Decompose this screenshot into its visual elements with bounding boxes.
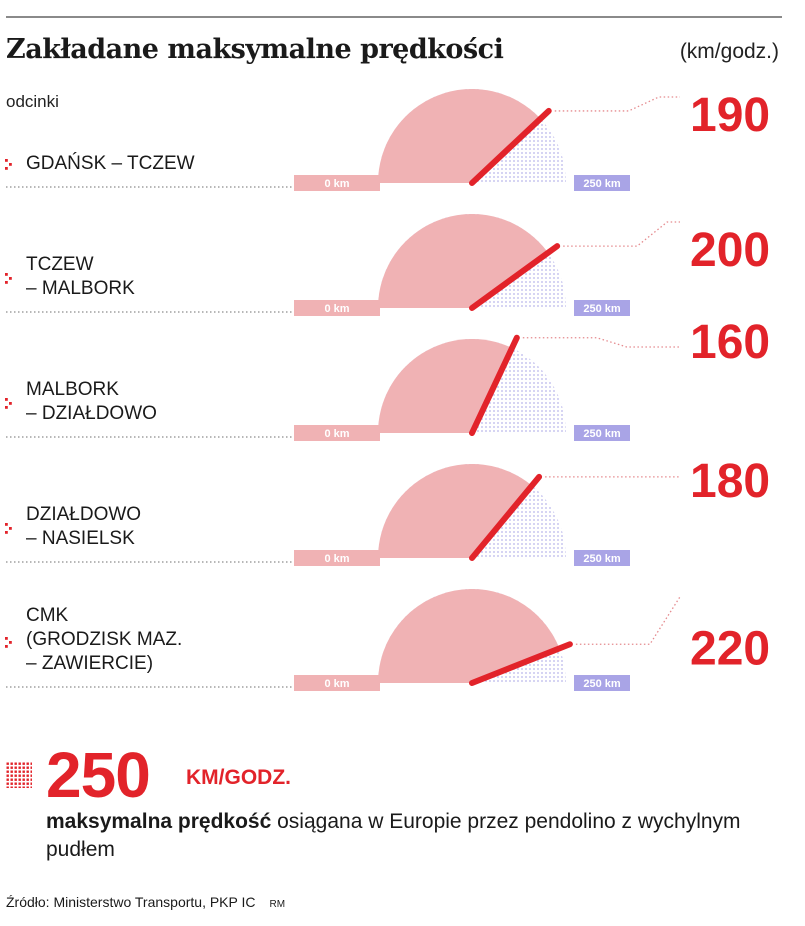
- route-bullet-icon: [5, 523, 12, 534]
- route-bullet-icon: [5, 159, 12, 170]
- max-speed-unit: KM/GODZ.: [186, 766, 291, 789]
- source-text: Źródło: Ministerstwo Transportu, PKP IC: [6, 894, 256, 910]
- bullet-dot: [9, 277, 12, 280]
- scale-min-label: 0 km: [324, 553, 349, 565]
- scale-min-label: 0 km: [324, 428, 349, 440]
- source-note: Źródło: Ministerstwo Transportu, PKP IC R…: [6, 894, 285, 910]
- dotted-square-icon: [6, 762, 32, 788]
- bullet-dot: [9, 402, 12, 405]
- speed-value-label: 190: [690, 89, 770, 142]
- scale-max-label: 250 km: [583, 303, 621, 315]
- route-bullet-icon: [5, 273, 12, 284]
- speed-value-label: 180: [690, 455, 770, 508]
- bullet-dot: [5, 167, 8, 170]
- desc-rest: osiągana w Europie przez pendolino z wyc…: [46, 810, 741, 861]
- author-initials: RM: [269, 899, 286, 910]
- gauge-needle: [469, 243, 561, 311]
- bullet-dot: [5, 523, 8, 526]
- gauge-filled-sector: [378, 89, 541, 183]
- scale-min-tag: [294, 550, 380, 566]
- bullet-dot: [9, 163, 12, 166]
- value-leader: [522, 337, 680, 348]
- scale-max-tag: [574, 675, 630, 691]
- desc-bold: maksymalna prędkość: [46, 810, 272, 833]
- unit-label: (km/godz.): [679, 40, 779, 63]
- bullet-dot: [5, 281, 8, 284]
- scale-min-tag: [294, 300, 380, 316]
- scale-min-label: 0 km: [324, 678, 349, 690]
- gauge-needle: [469, 107, 552, 186]
- speed-value-label: 160: [690, 316, 770, 369]
- scale-min-tag: [294, 675, 380, 691]
- bullet-dot: [5, 273, 8, 276]
- segment-label-line: MALBORK: [26, 379, 119, 400]
- segment-label-line: DZIAŁDOWO: [26, 504, 141, 525]
- route-bullet-icon: [5, 398, 12, 409]
- scale-min-tag: [294, 425, 380, 441]
- segment-label-line: – ZAWIERCIE): [26, 653, 153, 674]
- segments-subtitle: odcinki: [6, 92, 59, 111]
- gauge-row: 0 km 250 km 180 DZIAŁDOWO – NASIELSK: [5, 455, 770, 566]
- segment-label-line: GDAŃSK – TCZEW: [26, 153, 195, 174]
- speed-value-label: 220: [690, 622, 770, 675]
- speed-value-label: 200: [690, 224, 770, 277]
- gauge-needle: [469, 641, 573, 686]
- gauge-filled-sector: [378, 213, 549, 308]
- value-leader: [563, 221, 680, 247]
- scale-max-tag: [574, 425, 630, 441]
- value-leader: [575, 596, 681, 645]
- chart-title: Zakładane maksymalne prędkości: [6, 34, 504, 65]
- scale-min-label: 0 km: [324, 178, 349, 190]
- gauge-filled-sector: [378, 464, 532, 558]
- bullet-dot: [5, 531, 8, 534]
- top-rule: [6, 16, 782, 18]
- scale-max-label: 250 km: [583, 553, 621, 565]
- bullet-dot: [5, 398, 8, 401]
- bullet-dot: [9, 527, 12, 530]
- scale-max-label: 250 km: [583, 428, 621, 440]
- scale-max-tag: [574, 175, 630, 191]
- gauge-needle: [469, 334, 520, 436]
- segment-label-line: CMK: [26, 605, 69, 626]
- segment-label-line: (GRODZISK MAZ.: [26, 629, 182, 650]
- segment-label-line: – DZIAŁDOWO: [26, 403, 157, 424]
- segment-label-line: TCZEW: [26, 254, 94, 275]
- gauge-row: 0 km 250 km 190 GDAŃSK – TCZEW: [5, 89, 770, 191]
- bullet-dot: [5, 159, 8, 162]
- speed-gauges-chart: 0 km 250 km 190 GDAŃSK – TCZEW 0 km 250 km 200…: [5, 89, 770, 691]
- max-speed-description: maksymalna prędkość osiągana w Europie p…: [46, 808, 786, 864]
- bullet-dot: [5, 645, 8, 648]
- scale-max-label: 250 km: [583, 178, 621, 190]
- segment-label-line: – NASIELSK: [26, 528, 135, 549]
- gauge-filled-sector: [378, 339, 513, 433]
- segment-label-line: – MALBORK: [26, 278, 135, 299]
- bullet-dot: [5, 637, 8, 640]
- scale-min-label: 0 km: [324, 303, 349, 315]
- gauge-row: 0 km 250 km 200 TCZEW – MALBORK: [5, 213, 770, 316]
- gauge-row: 0 km 250 km 220 CMK (GRODZISK MAZ. – ZAWIERCI…: [5, 589, 770, 691]
- route-bullet-icon: [5, 637, 12, 648]
- bullet-dot: [9, 641, 12, 644]
- bullet-dot: [5, 406, 8, 409]
- gauge-needle: [469, 473, 543, 561]
- gauge-filled-sector: [378, 589, 560, 683]
- scale-max-tag: [574, 550, 630, 566]
- scale-max-label: 250 km: [583, 678, 621, 690]
- scale-min-tag: [294, 175, 380, 191]
- gauge-row: 0 km 250 km 160 MALBORK – DZIAŁDOWO: [5, 316, 770, 441]
- value-leader: [554, 96, 680, 112]
- scale-max-tag: [574, 300, 630, 316]
- max-speed-value: 250: [46, 739, 151, 811]
